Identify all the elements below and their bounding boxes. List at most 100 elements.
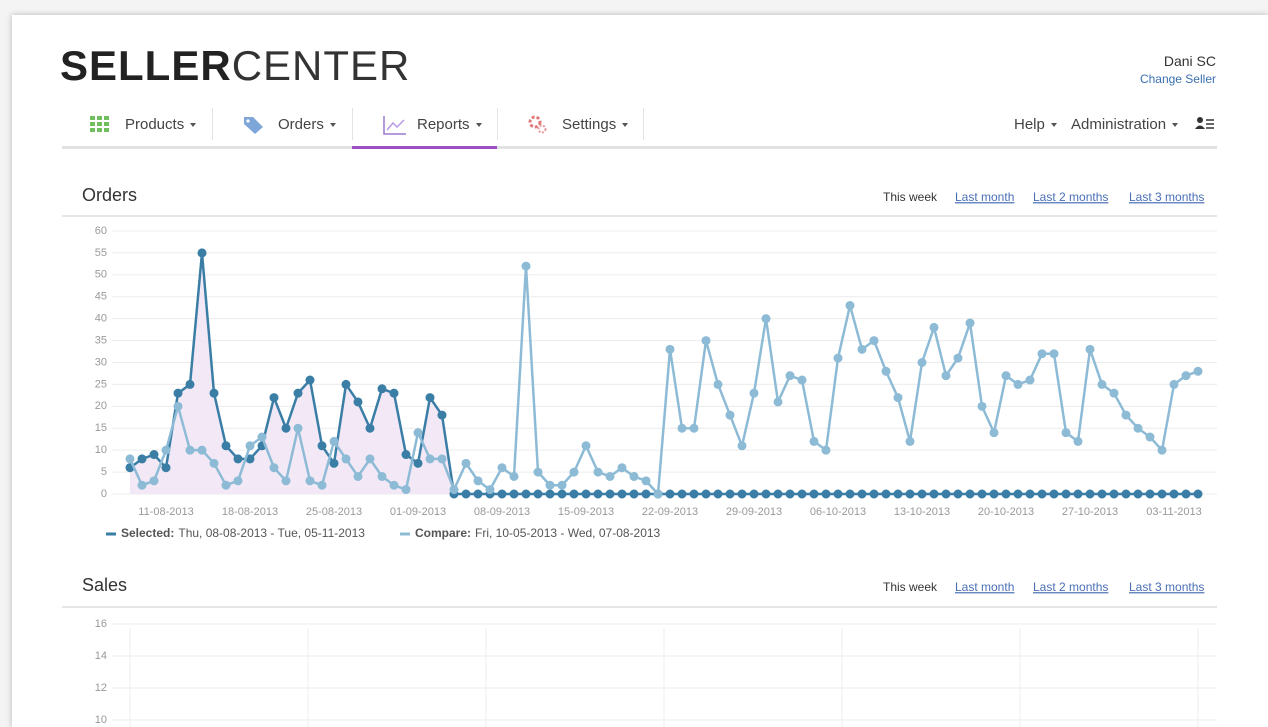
point: [461, 458, 471, 468]
point: [845, 489, 855, 499]
point: [785, 371, 795, 381]
point: [329, 436, 339, 446]
point: [893, 393, 903, 403]
point: [521, 261, 531, 271]
logo[interactable]: SELLERCENTER: [60, 42, 410, 90]
nav-item[interactable]: Reports: [417, 116, 482, 133]
y-tick-label: 40: [95, 313, 107, 325]
nav-item[interactable]: Orders: [278, 116, 336, 133]
point: [437, 410, 447, 420]
point: [269, 463, 279, 473]
y-tick-label: 45: [95, 291, 107, 303]
point: [773, 489, 783, 499]
point: [557, 489, 567, 499]
point: [605, 489, 615, 499]
x-tick-label: 06-10-2013: [810, 506, 866, 518]
point: [425, 393, 435, 403]
range-link[interactable]: Last month: [955, 580, 1014, 594]
point: [509, 489, 519, 499]
nav-item[interactable]: Products: [125, 116, 197, 133]
user-icon[interactable]: [1194, 116, 1216, 132]
point: [1169, 489, 1179, 499]
point: [797, 489, 807, 499]
point: [665, 344, 675, 354]
range-link[interactable]: Last 2 months: [1033, 580, 1108, 594]
nav-item[interactable]: Administration: [1071, 116, 1179, 133]
point: [125, 454, 135, 464]
y-tick-label: 12: [95, 682, 107, 694]
point: [461, 489, 471, 499]
point: [149, 450, 159, 460]
point: [857, 344, 867, 354]
point: [581, 441, 591, 451]
point: [437, 454, 447, 464]
point: [209, 458, 219, 468]
card: [12, 15, 1268, 727]
x-tick-label: 22-09-2013: [642, 506, 698, 518]
point: [821, 445, 831, 455]
y-tick-label: 30: [95, 356, 107, 368]
range-link[interactable]: Last 3 months: [1129, 190, 1204, 204]
point: [389, 388, 399, 398]
point: [269, 393, 279, 403]
range-link[interactable]: This week: [883, 190, 938, 204]
logo-light: CENTER: [231, 42, 411, 89]
point: [1145, 432, 1155, 442]
products-icon: [90, 116, 109, 132]
point: [185, 379, 195, 389]
point: [737, 441, 747, 451]
point: [1121, 410, 1131, 420]
point: [389, 480, 399, 490]
nav-separator: [497, 108, 498, 140]
point: [1025, 375, 1035, 385]
point: [185, 445, 195, 455]
nav-separator: [643, 108, 644, 140]
nav-label: Help: [1014, 116, 1045, 133]
legend-period: Fri, 10-05-2013 - Wed, 07-08-2013: [475, 526, 661, 540]
y-tick-label: 25: [95, 378, 107, 390]
nav-label: Settings: [562, 116, 617, 133]
y-tick-label: 15: [95, 422, 107, 434]
legend-entry: Compare: Fri, 10-05-2013 - Wed, 07-08-201…: [415, 526, 661, 540]
point: [1097, 379, 1107, 389]
change-seller[interactable]: Change Seller: [1139, 72, 1216, 86]
nav-label: Orders: [278, 116, 324, 133]
point: [413, 458, 423, 468]
x-tick-label: 08-09-2013: [474, 506, 530, 518]
point: [713, 489, 723, 499]
point: [533, 489, 543, 499]
point: [209, 388, 219, 398]
point: [929, 489, 939, 499]
y-tick-label: 5: [101, 466, 107, 478]
point: [305, 375, 315, 385]
y-tick-label: 20: [95, 400, 107, 412]
point: [905, 489, 915, 499]
range-link[interactable]: Last month: [955, 190, 1014, 204]
point: [173, 388, 183, 398]
sales-vertical-grid: [129, 628, 1199, 727]
range-link[interactable]: This week: [883, 580, 938, 594]
point: [1169, 379, 1179, 389]
point: [233, 454, 243, 464]
point: [233, 476, 243, 486]
point: [1181, 489, 1191, 499]
point: [689, 489, 699, 499]
point: [221, 480, 231, 490]
range-link[interactable]: Last 3 months: [1129, 580, 1204, 594]
point: [1085, 344, 1095, 354]
point: [1049, 349, 1059, 359]
nav-item[interactable]: Help: [1014, 116, 1057, 133]
point: [377, 471, 387, 481]
point: [497, 489, 507, 499]
point: [329, 458, 339, 468]
point: [1181, 371, 1191, 381]
point: [281, 423, 291, 433]
point: [245, 454, 255, 464]
point: [197, 248, 207, 258]
nav-item[interactable]: Settings: [562, 116, 629, 133]
point: [617, 489, 627, 499]
point: [605, 471, 615, 481]
range-link[interactable]: Last 2 months: [1033, 190, 1108, 204]
point: [293, 388, 303, 398]
point: [137, 454, 147, 464]
